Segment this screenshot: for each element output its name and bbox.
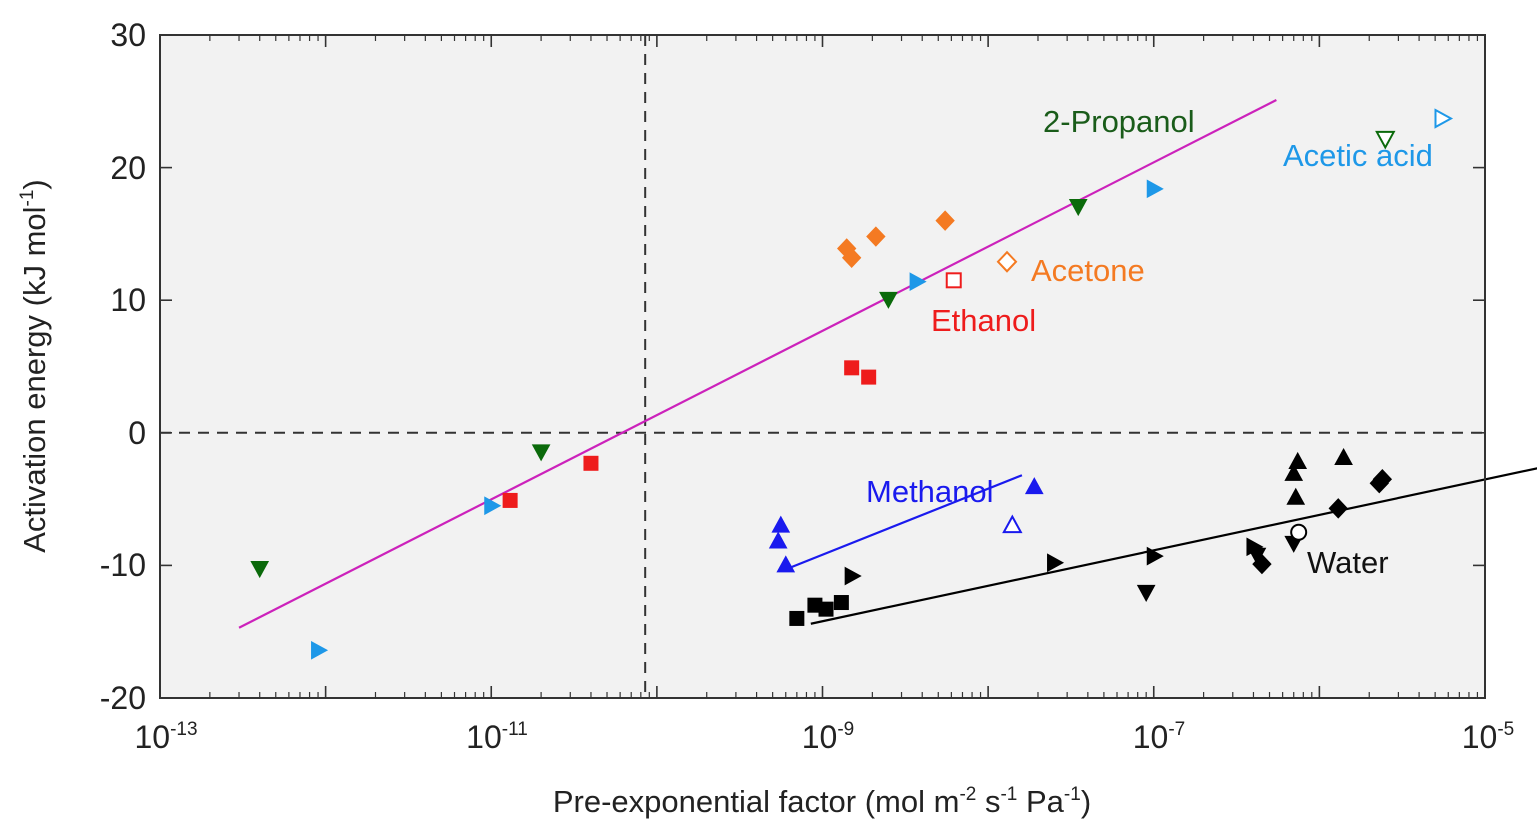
series-label-methanol: Methanol	[866, 474, 994, 509]
y-tick-label: 10	[110, 282, 146, 318]
data-point-ethanol-open	[945, 272, 962, 289]
data-point-water	[1286, 487, 1306, 505]
data-point-ethanol	[844, 360, 860, 376]
data-point-water	[789, 610, 805, 626]
series-acetic-acid	[311, 108, 1454, 660]
reference-lines	[160, 35, 1485, 698]
x-tick-labels: 10-13 10-11 10-9 10-7 10-5	[134, 719, 1514, 755]
series-label-water: Water	[1307, 545, 1389, 580]
fit-line-1	[238, 98, 1277, 629]
data-point-2-propanol	[250, 561, 270, 579]
series-label-acetone: Acetone	[1031, 253, 1145, 288]
data-point-water-open	[1290, 523, 1308, 541]
x-axis-title: Pre-exponential factor (mol m-2 s-1 Pa-1…	[553, 784, 1091, 819]
data-point-2-propanol	[879, 291, 898, 309]
series-water	[789, 447, 1393, 626]
series-label-acetic-acid: Acetic acid	[1283, 138, 1433, 173]
y-tick-label: 20	[110, 150, 146, 186]
data-point-2-propanol	[1068, 199, 1088, 217]
data-point-ethanol	[583, 455, 599, 471]
y-tick-labels: 30 20 10 0 -10 -20	[100, 17, 146, 716]
data-point-ethanol	[861, 369, 877, 385]
y-tick-label: -10	[100, 547, 146, 583]
data-point-methanol	[768, 531, 788, 549]
data-point-acetic-acid-open	[1434, 108, 1454, 129]
data-point-acetone	[935, 210, 955, 231]
series-methanol	[768, 477, 1044, 573]
fit-line-3	[810, 467, 1537, 625]
fit-line-2	[785, 474, 1023, 571]
data-point-acetone-open	[996, 250, 1018, 273]
y-tick-label: -20	[100, 680, 146, 716]
x-tick-label: 10-13	[134, 719, 197, 755]
data-point-acetone	[866, 226, 886, 247]
data-point-ethanol	[502, 492, 518, 508]
data-point-methanol	[776, 555, 796, 573]
data-point-water	[1328, 498, 1348, 519]
data-point-2-propanol	[531, 444, 551, 462]
data-point-water	[1284, 463, 1304, 481]
fit-lines	[238, 98, 1537, 629]
data-point-water	[1136, 584, 1156, 602]
data-point-acetic-acid	[311, 640, 329, 660]
series-ethanol	[502, 272, 962, 508]
data-point-water	[1288, 451, 1308, 469]
data-point-water	[844, 566, 862, 586]
plot-area	[160, 35, 1485, 698]
series-acetone	[837, 210, 1018, 273]
axis-ticks	[159, 34, 1486, 699]
y-axis-title: Activation energy (kJ mol-1)	[17, 179, 52, 553]
data-point-acetic-acid	[909, 272, 927, 291]
data-point-water	[1146, 546, 1164, 566]
data-point-acetic-acid	[484, 496, 502, 516]
data-point-water	[1252, 553, 1272, 575]
data-point-2-propanol-open	[1375, 130, 1396, 150]
data-point-acetone	[841, 247, 862, 268]
y-tick-label: 0	[128, 415, 146, 451]
x-tick-label: 10-7	[1133, 719, 1186, 755]
data-point-acetic-acid	[1146, 179, 1164, 199]
data-point-methanol	[771, 515, 791, 533]
data-point-water	[833, 595, 849, 611]
x-tick-label: 10-5	[1462, 719, 1515, 755]
series-label-2-propanol: 2-Propanol	[1043, 104, 1195, 139]
data-point-water	[1047, 553, 1065, 573]
x-tick-label: 10-9	[802, 719, 855, 755]
data-point-water	[1372, 468, 1393, 490]
data-point-methanol	[1024, 477, 1044, 495]
data-point-water	[818, 601, 834, 617]
y-tick-label: 30	[110, 17, 146, 53]
x-tick-label: 10-11	[466, 719, 528, 755]
series-label-ethanol: Ethanol	[931, 303, 1036, 338]
data-point-methanol-open	[1002, 514, 1023, 534]
series-2-propanol	[250, 130, 1396, 579]
data-point-water	[1334, 447, 1353, 465]
data-points	[250, 108, 1454, 660]
